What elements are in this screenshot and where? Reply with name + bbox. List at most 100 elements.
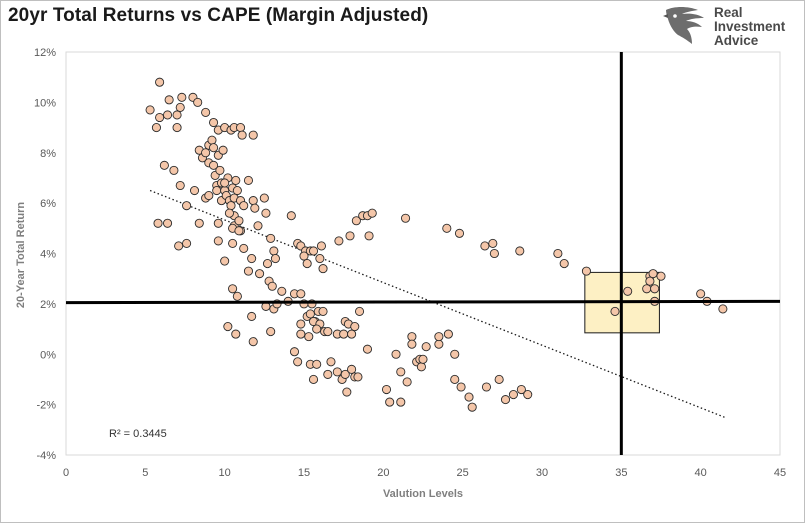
data-point bbox=[213, 236, 223, 246]
horizontal-reference-line bbox=[65, 299, 781, 305]
data-point bbox=[209, 160, 219, 170]
data-point bbox=[340, 369, 350, 379]
chart-title: 20yr Total Returns vs CAPE (Margin Adjus… bbox=[8, 5, 429, 26]
data-point bbox=[353, 372, 363, 382]
data-point bbox=[645, 276, 655, 286]
data-point bbox=[248, 337, 258, 347]
data-point bbox=[350, 321, 360, 332]
data-point bbox=[266, 233, 276, 243]
data-point bbox=[228, 284, 238, 294]
data-point bbox=[270, 253, 280, 264]
data-point bbox=[326, 357, 336, 367]
data-point bbox=[581, 266, 591, 276]
data-point bbox=[718, 304, 728, 314]
data-point bbox=[209, 143, 219, 153]
data-point bbox=[232, 185, 242, 196]
data-point bbox=[467, 402, 477, 412]
data-point bbox=[239, 201, 249, 211]
data-point bbox=[610, 306, 620, 316]
data-point bbox=[345, 231, 355, 241]
data-point bbox=[218, 145, 228, 155]
y-tick-label: -4% bbox=[36, 450, 56, 462]
x-tick-label: 30 bbox=[536, 467, 548, 479]
x-axis-title: Valution Levels bbox=[383, 488, 463, 500]
data-point bbox=[228, 238, 238, 248]
data-point bbox=[237, 130, 247, 140]
data-point bbox=[318, 306, 328, 316]
data-point bbox=[151, 123, 161, 133]
overlays bbox=[65, 52, 781, 455]
x-tick-label: 45 bbox=[774, 467, 786, 479]
data-point bbox=[175, 102, 185, 112]
data-point bbox=[332, 367, 342, 377]
data-point bbox=[182, 238, 192, 248]
data-point bbox=[407, 339, 417, 349]
data-point bbox=[421, 342, 431, 352]
plot-area bbox=[65, 51, 781, 456]
data-point bbox=[400, 213, 411, 223]
data-point bbox=[194, 218, 204, 228]
y-axis-ticks: -4% -2% 0% 2% 4% 6% 8% 10% 12% bbox=[34, 47, 56, 462]
data-point bbox=[235, 123, 246, 133]
data-point bbox=[182, 201, 192, 211]
y-tick-label: 4% bbox=[40, 249, 56, 261]
data-point bbox=[231, 329, 241, 339]
y-tick-label: 8% bbox=[40, 148, 56, 160]
data-point bbox=[416, 362, 426, 372]
y-tick-label: -2% bbox=[36, 400, 56, 412]
data-point bbox=[250, 203, 260, 213]
data-point bbox=[172, 123, 182, 133]
x-tick-label: 0 bbox=[63, 467, 69, 479]
data-point bbox=[339, 329, 349, 339]
y-tick-label: 0% bbox=[40, 349, 56, 361]
data-point bbox=[175, 180, 185, 191]
data-point bbox=[434, 332, 444, 342]
data-point bbox=[385, 397, 395, 407]
data-point bbox=[494, 374, 504, 384]
data-point bbox=[434, 339, 444, 349]
data-point bbox=[299, 251, 309, 261]
real-investment-advice-logo: Real Investment Advice bbox=[662, 4, 802, 50]
data-point bbox=[442, 223, 452, 233]
data-point bbox=[354, 306, 365, 316]
data-point bbox=[362, 344, 373, 354]
x-tick-label: 40 bbox=[695, 467, 707, 479]
data-point bbox=[224, 208, 234, 218]
data-point bbox=[231, 175, 241, 186]
data-point bbox=[308, 246, 319, 256]
x-tick-label: 10 bbox=[219, 467, 231, 479]
data-point bbox=[402, 377, 412, 387]
data-point bbox=[286, 211, 296, 221]
data-point bbox=[145, 105, 155, 115]
x-tick-label: 15 bbox=[298, 467, 310, 479]
data-point bbox=[155, 77, 165, 87]
data-point bbox=[443, 329, 453, 339]
data-point bbox=[323, 327, 333, 337]
data-point bbox=[262, 259, 273, 269]
data-point bbox=[464, 392, 474, 402]
data-point bbox=[481, 382, 492, 392]
data-point bbox=[351, 216, 361, 226]
data-point bbox=[489, 248, 499, 259]
data-point bbox=[234, 226, 244, 236]
data-point bbox=[650, 284, 660, 294]
data-point bbox=[174, 241, 184, 251]
data-point bbox=[515, 246, 525, 256]
data-point bbox=[407, 332, 417, 342]
data-point bbox=[396, 397, 406, 407]
data-point bbox=[247, 253, 257, 264]
data-point bbox=[334, 236, 344, 246]
data-point bbox=[162, 110, 173, 120]
data-point bbox=[159, 160, 169, 170]
data-point bbox=[364, 231, 374, 241]
data-points bbox=[145, 77, 728, 418]
data-point bbox=[247, 311, 257, 322]
data-point bbox=[516, 384, 526, 395]
data-point bbox=[523, 389, 533, 400]
data-point bbox=[266, 327, 276, 337]
data-point bbox=[212, 185, 222, 196]
data-point bbox=[209, 117, 219, 128]
data-point bbox=[220, 178, 230, 188]
